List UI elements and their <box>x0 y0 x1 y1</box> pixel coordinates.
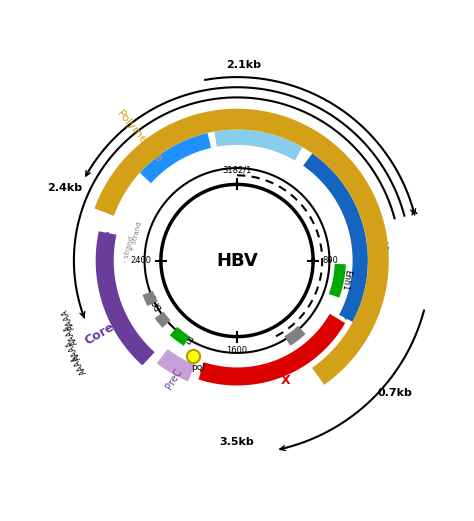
Text: PreC: PreC <box>164 367 184 391</box>
Text: pol: pol <box>191 363 205 372</box>
Text: - strand: - strand <box>123 235 136 264</box>
Text: preS1: preS1 <box>153 134 182 145</box>
Text: AAAA: AAAA <box>62 322 79 346</box>
Text: 800: 800 <box>322 256 338 265</box>
Text: HBV: HBV <box>216 252 258 269</box>
Text: 2.1kb: 2.1kb <box>226 60 261 70</box>
Text: S: S <box>381 241 390 254</box>
Text: 3182/1: 3182/1 <box>222 166 252 175</box>
Text: AAAA: AAAA <box>65 338 83 361</box>
Text: preS2: preS2 <box>247 118 275 128</box>
Text: 2400: 2400 <box>130 256 152 265</box>
Point <box>189 352 196 360</box>
Text: DR2: DR2 <box>283 323 302 341</box>
Text: X: X <box>281 374 291 387</box>
Text: Polymerase: Polymerase <box>115 108 164 164</box>
Text: 3.5kb: 3.5kb <box>219 437 255 446</box>
Text: Enh2: Enh2 <box>173 324 195 344</box>
Text: Enh1: Enh1 <box>339 268 352 291</box>
Text: AAAA: AAAA <box>60 307 77 330</box>
Text: 1600: 1600 <box>227 346 247 355</box>
Text: + strand: + strand <box>129 221 143 253</box>
Text: Core: Core <box>82 320 117 348</box>
Text: AAAA: AAAA <box>70 353 89 376</box>
Text: 0.7kb: 0.7kb <box>378 388 413 399</box>
Text: 2.4kb: 2.4kb <box>47 182 83 193</box>
Text: DR1: DR1 <box>148 292 164 312</box>
